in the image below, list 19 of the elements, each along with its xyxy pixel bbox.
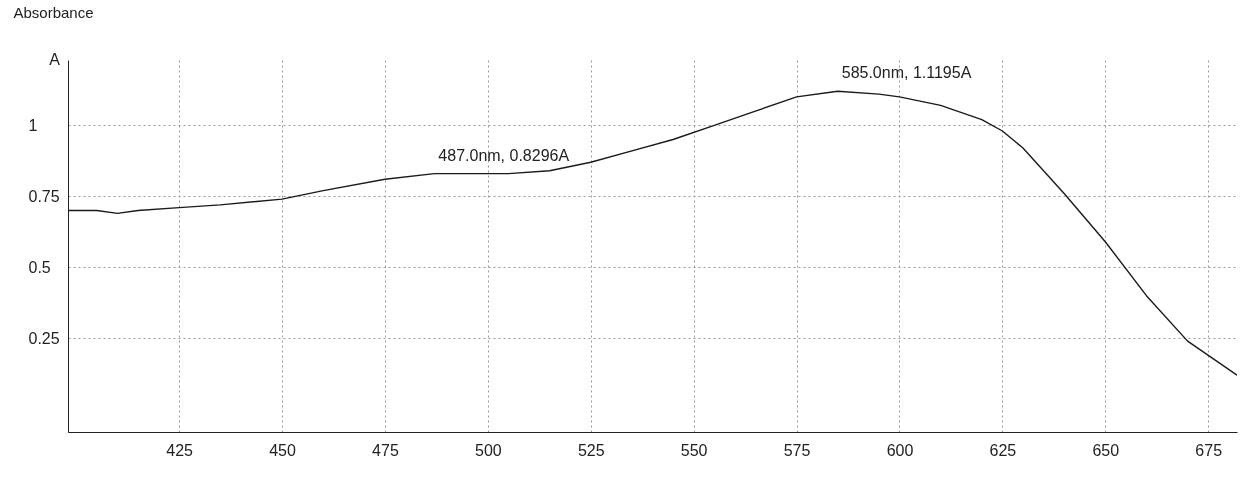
y-tick-label: 0.5 — [28, 258, 51, 276]
annotation: 585.0nm, 1.1195A — [841, 64, 972, 82]
annotation: 487.0nm, 0.8296A — [438, 146, 570, 164]
x-tick-label: 675 — [1195, 441, 1223, 459]
x-tick-label: 650 — [1092, 441, 1120, 459]
y-tick-label: 1 — [28, 116, 38, 134]
x-tick-label: 525 — [577, 441, 605, 459]
x-tick-label: 600 — [886, 441, 914, 459]
text: A — [49, 51, 61, 68]
y-axis-title: Absorbance — [13, 3, 94, 21]
x-tick-label: 450 — [269, 441, 296, 459]
x-tick-label: 475 — [372, 441, 399, 459]
y-tick-label: 0.25 — [28, 329, 60, 347]
x-tick-label: 425 — [166, 441, 194, 459]
y-tick-label: 0.75 — [28, 187, 60, 205]
x-tick-label: 500 — [475, 441, 502, 459]
x-tick-label: 550 — [680, 441, 708, 459]
x-tick-label: 575 — [783, 441, 811, 459]
x-tick-label: 625 — [989, 441, 1017, 459]
